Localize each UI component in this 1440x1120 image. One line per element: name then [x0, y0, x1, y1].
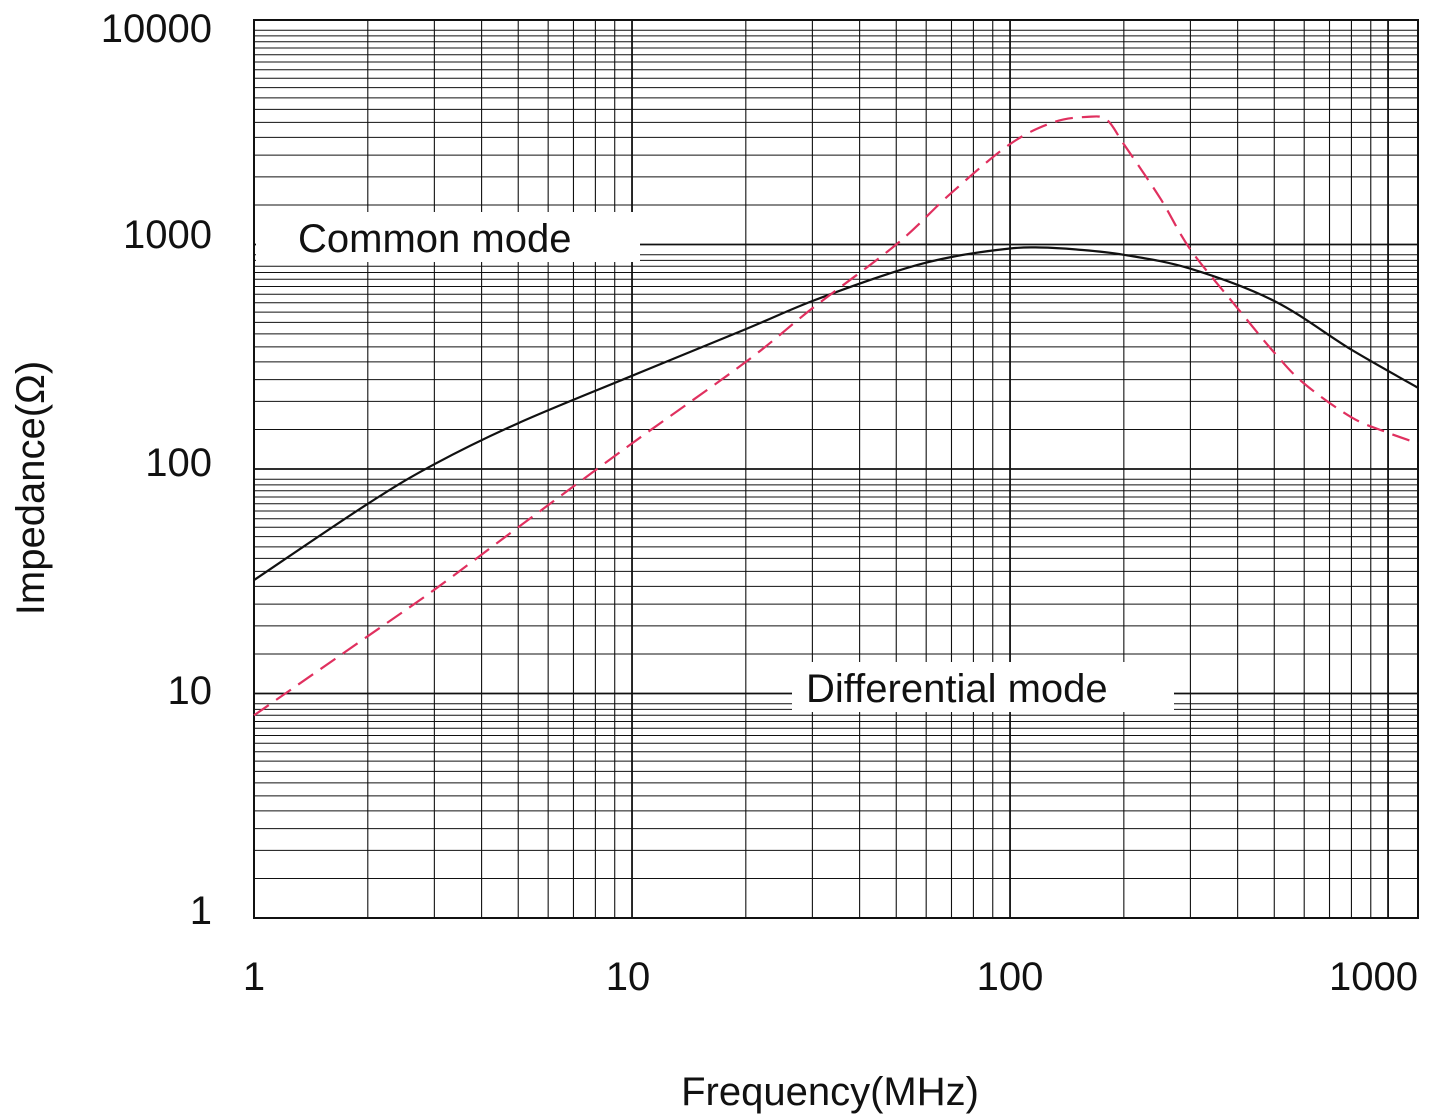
series-layer: [253, 115, 1419, 717]
x-axis-title: Frequency(MHz): [681, 1070, 979, 1114]
differential-mode-label-background: [792, 662, 1174, 712]
x-tick-label: 10: [606, 955, 651, 999]
grid-lines: [254, 20, 1418, 918]
y-tick-label: 1000: [123, 213, 212, 257]
y-tick-labels: 1 10 100 1000 10000: [101, 7, 212, 933]
common-mode-label-background: [256, 212, 640, 262]
differential-mode-line: [253, 115, 1419, 717]
differential-mode-label: Differential mode: [806, 667, 1108, 711]
x-tick-label: 1000: [1329, 955, 1418, 999]
y-tick-label: 10000: [101, 7, 212, 51]
common-mode-line: [253, 246, 1419, 582]
x-tick-labels: 1 10 100 1000: [243, 955, 1418, 999]
plot-frame: [253, 19, 1419, 919]
x-tick-label: 1: [243, 955, 265, 999]
y-tick-label: 100: [145, 441, 212, 485]
common-mode-label: Common mode: [298, 217, 571, 261]
x-tick-label: 100: [977, 955, 1044, 999]
y-tick-label: 10: [168, 669, 213, 713]
y-axis-title: Impedance(Ω): [9, 361, 53, 615]
y-tick-label: 1: [190, 889, 212, 933]
